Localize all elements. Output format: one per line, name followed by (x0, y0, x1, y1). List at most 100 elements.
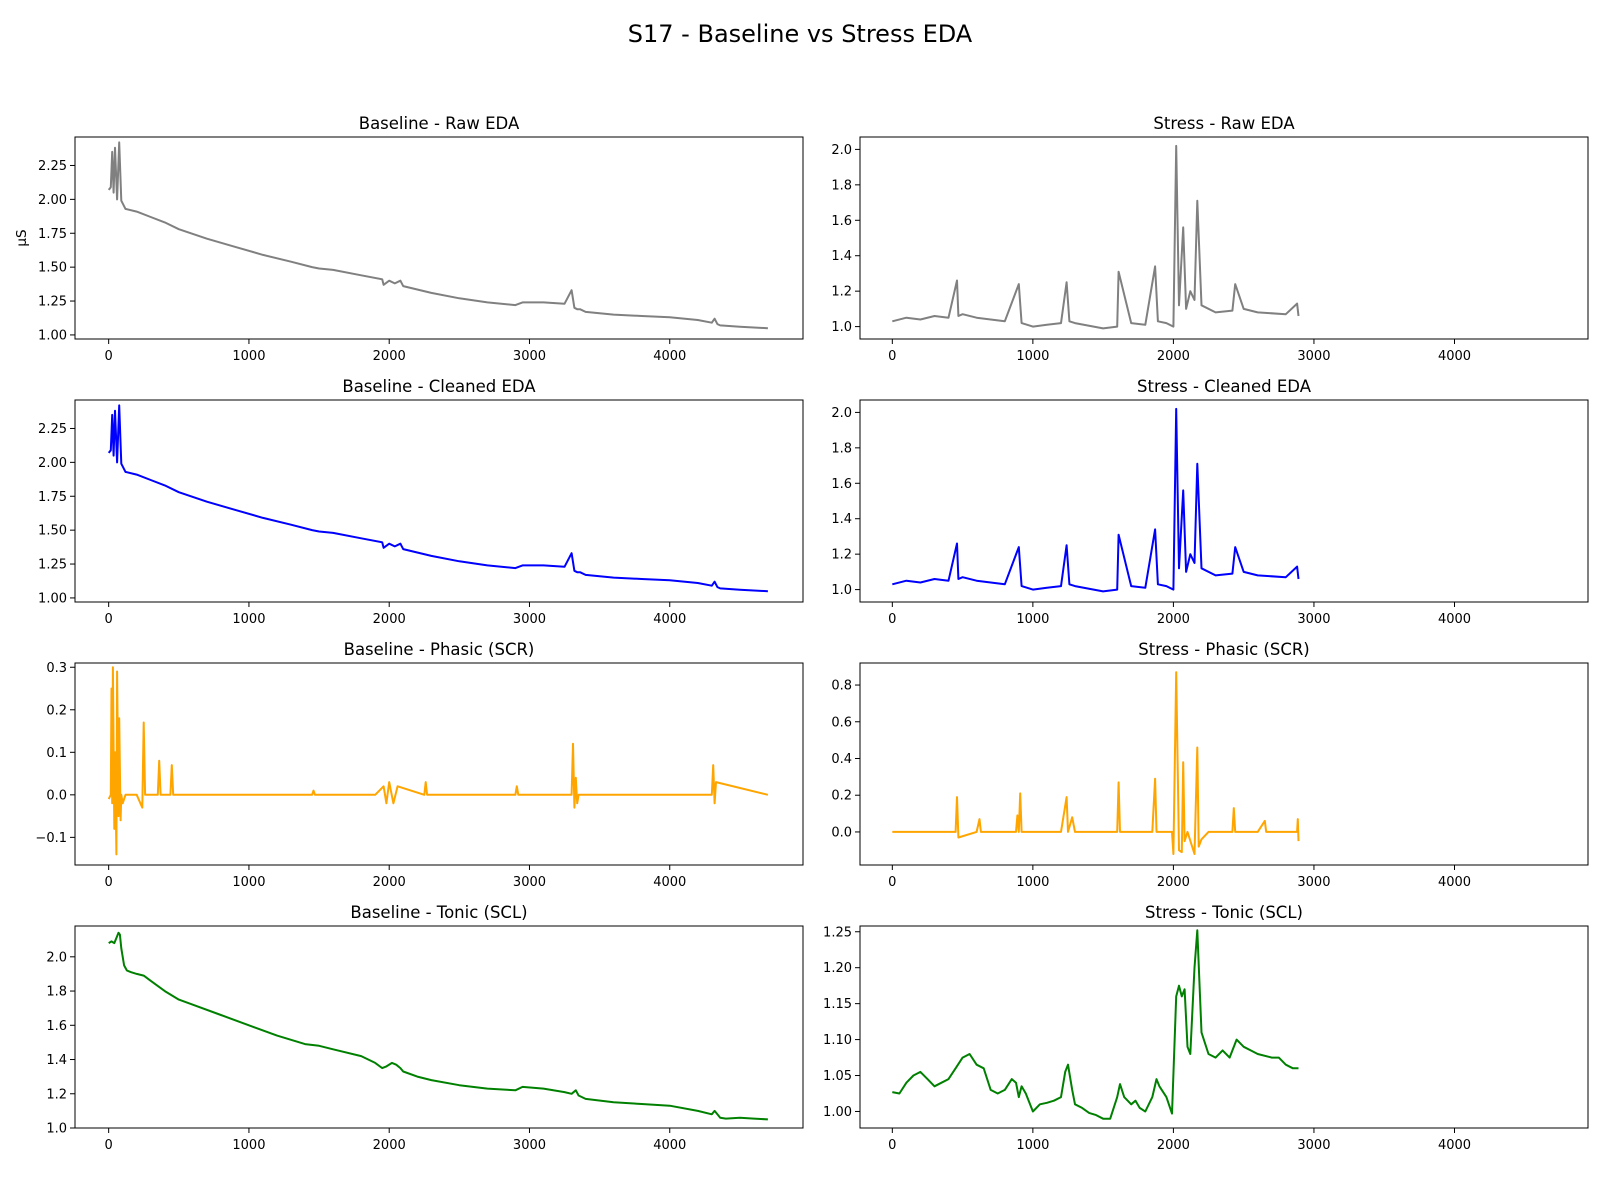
x-tick-label: 3000 (1297, 875, 1330, 890)
axes-frame (859, 136, 1589, 340)
x-tick-label: 3000 (1297, 1138, 1330, 1153)
subplot-5: Stress - Phasic (SCR) 0 1000 2000 3000 4000 0.… (831, 640, 1589, 890)
subplot-1: Stress - Raw EDA 0 1000 2000 3000 4000 1.0 1.2 1… (831, 114, 1589, 364)
subplot-3: Stress - Cleaned EDA 0 1000 2000 3000 4000 1.0… (831, 377, 1589, 627)
x-tick-label: 0 (888, 349, 896, 364)
y-tick-label: 1.00 (38, 328, 67, 343)
y-tick-label: 0.1 (46, 746, 67, 761)
y-tick-label: 1.6 (46, 1019, 67, 1034)
series-line (108, 931, 768, 1121)
subplot-0: Baseline - Raw EDA 0 1000 2000 3000 4000 1.00 1… (14, 114, 804, 364)
y-tick-label: 2.25 (38, 422, 67, 437)
x-tick-label: 3000 (513, 612, 546, 627)
series-line (892, 929, 1299, 1120)
axes-frame (859, 399, 1589, 603)
subplot-title: Baseline - Phasic (SCR) (344, 640, 535, 659)
y-tick-label: 2.00 (38, 456, 67, 471)
y-tick-label: 1.6 (831, 214, 852, 229)
x-tick-label: 2000 (1157, 349, 1190, 364)
series-line (107, 404, 768, 593)
axes-frame (74, 136, 804, 340)
y-tick-label: 2.25 (38, 159, 67, 174)
y-tick-label: 1.4 (831, 249, 852, 264)
y-tick-label: 1.00 (823, 1105, 852, 1120)
y-tick-label: 1.0 (46, 1122, 67, 1137)
x-tick-label: 0 (888, 1138, 896, 1153)
x-tick-label: 4000 (1438, 612, 1471, 627)
x-tick-label: 0 (105, 1138, 113, 1153)
subplot-title: Baseline - Raw EDA (359, 114, 520, 133)
y-tick-label: 1.8 (831, 441, 852, 456)
x-tick-label: 2000 (373, 612, 406, 627)
x-tick-label: 2000 (1157, 875, 1190, 890)
x-tick-label: 4000 (653, 1138, 686, 1153)
y-tick-label: 1.20 (823, 961, 852, 976)
y-tick-label: 1.50 (38, 524, 67, 539)
x-tick-label: 4000 (653, 349, 686, 364)
series-line (107, 141, 768, 330)
y-tick-label: 1.75 (38, 227, 67, 242)
axes-frame (74, 662, 804, 866)
x-tick-label: 0 (105, 875, 113, 890)
y-tick-label: 2.0 (46, 950, 67, 965)
y-tick-label: 1.2 (831, 285, 852, 300)
axes-frame (74, 925, 804, 1129)
y-tick-label: 1.2 (831, 548, 852, 563)
series-line (892, 671, 1300, 855)
y-tick-label: 1.25 (38, 295, 67, 310)
subplot-7: Stress - Tonic (SCL) 0 1000 2000 3000 4000 1.0… (823, 903, 1589, 1153)
x-tick-label: 0 (105, 612, 113, 627)
subplot-title: Baseline - Tonic (SCL) (350, 903, 527, 922)
y-tick-label: 2.00 (38, 193, 67, 208)
x-tick-label: 1000 (232, 349, 265, 364)
x-tick-label: 1000 (1016, 349, 1049, 364)
y-tick-label: 1.10 (823, 1033, 852, 1048)
y-tick-label: 1.05 (823, 1069, 852, 1084)
x-tick-label: 3000 (513, 1138, 546, 1153)
y-tick-label: 1.8 (46, 985, 67, 1000)
subplot-title: Stress - Phasic (SCR) (1138, 640, 1310, 659)
y-tick-label: −0.1 (35, 831, 67, 846)
y-tick-label: 1.50 (38, 261, 67, 276)
y-tick-label: 1.8 (831, 178, 852, 193)
y-tick-label: 1.15 (823, 997, 852, 1012)
x-tick-label: 0 (888, 875, 896, 890)
subplot-2: Baseline - Cleaned EDA 0 1000 2000 3000 4000 1… (38, 377, 804, 627)
axes-frame (859, 925, 1589, 1129)
y-tick-label: 0.3 (46, 661, 67, 676)
y-tick-label: 1.4 (46, 1053, 67, 1068)
y-tick-label: 2.0 (831, 406, 852, 421)
x-tick-label: 0 (105, 349, 113, 364)
y-tick-label: 1.25 (823, 925, 852, 940)
x-tick-label: 3000 (1297, 349, 1330, 364)
figure-title: S17 - Baseline vs Stress EDA (628, 20, 973, 48)
x-tick-label: 1000 (1016, 875, 1049, 890)
y-tick-label: 0.2 (831, 789, 852, 804)
x-tick-label: 2000 (1157, 1138, 1190, 1153)
subplot-title: Stress - Cleaned EDA (1137, 377, 1312, 396)
x-tick-label: 0 (888, 612, 896, 627)
subplot-6: Baseline - Tonic (SCL) 0 1000 2000 3000 4000 1… (46, 903, 804, 1153)
axes-frame (74, 399, 804, 603)
x-tick-label: 4000 (653, 875, 686, 890)
x-tick-label: 1000 (1016, 612, 1049, 627)
y-tick-label: 1.0 (831, 583, 852, 598)
x-tick-label: 1000 (232, 1138, 265, 1153)
y-tick-label: 0.0 (831, 825, 852, 840)
y-tick-label: 1.00 (38, 591, 67, 606)
x-tick-label: 2000 (373, 349, 406, 364)
y-axis-label: μS (14, 229, 30, 246)
x-tick-label: 4000 (653, 612, 686, 627)
axes-frame (859, 662, 1589, 866)
x-tick-label: 1000 (232, 875, 265, 890)
y-tick-label: 0.0 (46, 788, 67, 803)
series-line (107, 666, 769, 856)
y-tick-label: 0.2 (46, 703, 67, 718)
y-tick-label: 0.8 (831, 679, 852, 694)
x-tick-label: 3000 (1297, 612, 1330, 627)
x-tick-label: 1000 (232, 612, 265, 627)
y-tick-label: 1.6 (831, 477, 852, 492)
